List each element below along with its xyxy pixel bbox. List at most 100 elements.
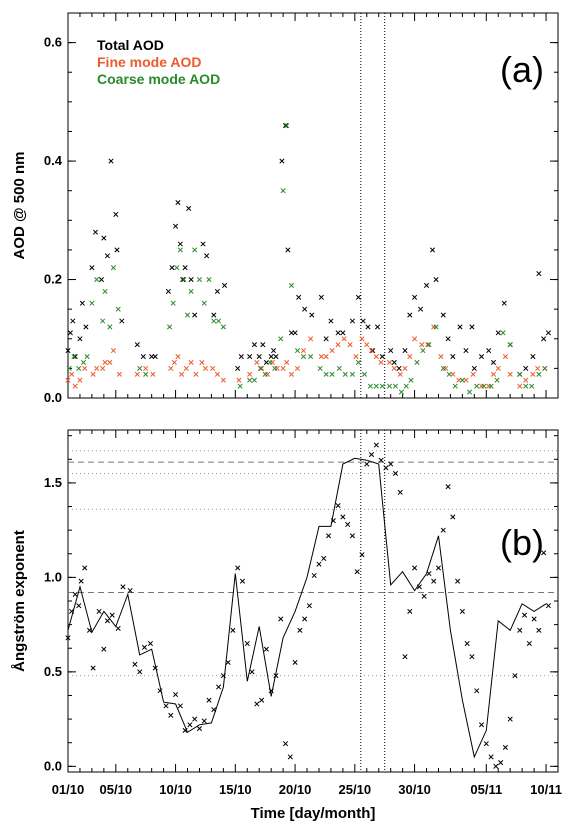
- data-point: [188, 276, 194, 283]
- point-stroke: [273, 353, 279, 360]
- data-point: [173, 691, 179, 698]
- point-stroke: [174, 265, 180, 271]
- data-point: [214, 288, 220, 294]
- data-point: [474, 688, 480, 694]
- data-point: [469, 324, 475, 330]
- data-point: [236, 377, 242, 383]
- data-point: [412, 294, 418, 300]
- data-point: [69, 371, 75, 377]
- point-stroke: [187, 722, 193, 728]
- point-stroke: [262, 371, 268, 377]
- data-point: [251, 342, 257, 348]
- point-stroke: [523, 383, 529, 389]
- point-stroke: [259, 697, 265, 703]
- data-point: [204, 253, 210, 259]
- point-stroke: [280, 188, 286, 194]
- point-stroke: [196, 725, 203, 732]
- point-stroke: [280, 365, 286, 371]
- point-stroke: [168, 712, 174, 718]
- point-stroke: [325, 533, 332, 539]
- ytick-label: 1.5: [44, 475, 62, 490]
- point-stroke: [530, 353, 536, 360]
- data-point: [76, 365, 82, 371]
- data-point: [471, 365, 477, 371]
- data-point: [150, 371, 156, 377]
- point-stroke: [65, 348, 71, 354]
- point-stroke: [211, 707, 217, 713]
- data-point: [403, 383, 409, 389]
- point-stroke: [490, 371, 497, 377]
- data-point: [65, 348, 71, 354]
- point-stroke: [251, 377, 257, 383]
- point-stroke: [445, 336, 451, 342]
- point-stroke: [450, 514, 456, 520]
- point-stroke: [474, 383, 480, 389]
- point-stroke: [536, 271, 542, 277]
- point-stroke: [365, 324, 371, 330]
- point-stroke: [235, 365, 241, 371]
- data-point: [76, 603, 82, 609]
- point-stroke: [294, 365, 301, 371]
- data-point: [214, 371, 220, 377]
- data-point: [80, 359, 87, 366]
- data-point: [238, 353, 244, 360]
- point-stroke: [378, 359, 384, 366]
- point-stroke: [237, 383, 243, 389]
- point-stroke: [90, 371, 96, 377]
- data-point: [69, 608, 75, 614]
- point-stroke: [464, 640, 470, 647]
- point-stroke: [369, 348, 375, 354]
- point-stroke: [398, 389, 404, 395]
- y-axis-b: 0.0 0.5 1.0 1.5: [44, 435, 558, 773]
- point-stroke: [101, 646, 107, 652]
- point-stroke: [216, 318, 222, 324]
- data-point: [143, 365, 149, 371]
- data-point: [349, 533, 355, 539]
- point-stroke: [251, 342, 257, 348]
- point-stroke: [89, 300, 95, 306]
- data-point: [296, 294, 302, 300]
- data-point: [152, 665, 158, 671]
- point-stroke: [308, 336, 314, 342]
- point-stroke: [455, 578, 461, 584]
- point-stroke: [402, 365, 408, 371]
- data-point: [254, 701, 260, 707]
- data-point: [464, 640, 470, 647]
- data-point: [459, 377, 465, 383]
- point-stroke: [222, 282, 228, 289]
- data-point: [96, 608, 102, 614]
- data-point: [435, 565, 442, 571]
- data-point: [523, 383, 529, 389]
- data-point: [373, 442, 379, 448]
- data-point: [116, 371, 122, 377]
- data-point: [340, 514, 346, 520]
- data-point: [279, 158, 285, 164]
- data-point: [321, 555, 327, 562]
- point-stroke: [82, 365, 88, 371]
- data-point: [292, 659, 298, 665]
- point-stroke: [474, 688, 480, 694]
- data-point: [184, 312, 191, 318]
- data-point: [335, 342, 341, 348]
- data-point: [373, 383, 379, 389]
- point-stroke: [211, 318, 217, 324]
- data-point: [109, 612, 115, 618]
- data-point: [407, 608, 413, 614]
- data-point: [495, 330, 501, 336]
- legend-total-aod: Total AOD: [97, 37, 164, 53]
- data-point: [383, 465, 389, 471]
- point-stroke: [308, 353, 314, 360]
- point-stroke: [530, 371, 536, 377]
- data-point: [402, 654, 408, 660]
- data-point: [244, 640, 250, 647]
- data-point: [292, 330, 298, 336]
- xtick-label: 10/10: [159, 782, 192, 797]
- point-stroke: [529, 383, 535, 389]
- point-stroke: [512, 673, 518, 679]
- data-point: [323, 353, 329, 360]
- data-point: [83, 324, 89, 330]
- point-stroke: [426, 342, 432, 348]
- data-point: [431, 578, 437, 584]
- point-stroke: [214, 371, 220, 377]
- data-point: [100, 365, 106, 371]
